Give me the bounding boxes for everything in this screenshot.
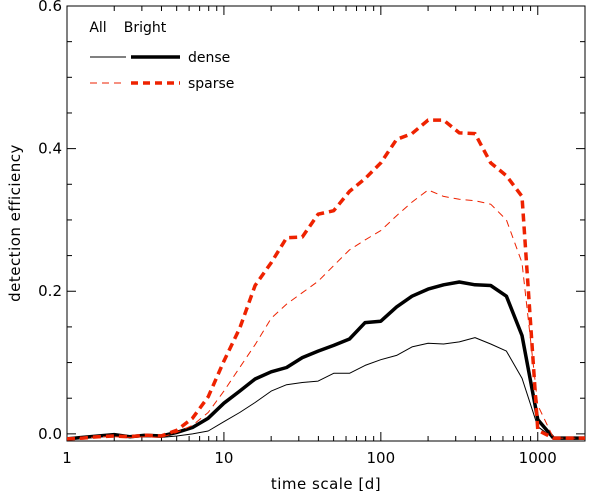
series-layer — [66, 118, 585, 441]
series-line-sparse-bright — [66, 118, 585, 441]
x-axis-label: time scale [d] — [271, 475, 381, 493]
x-tick-label: 1 — [62, 449, 72, 467]
legend-label-sparse: sparse — [188, 76, 234, 92]
legend: All Bright dense sparse — [89, 20, 234, 92]
legend-header-all: All — [89, 20, 106, 36]
x-tick-label: 1000 — [519, 449, 557, 467]
x-tick-label: 10 — [214, 449, 233, 467]
plot-frame — [66, 5, 586, 442]
series-line-dense-all — [66, 337, 585, 440]
axis-ticks: 1 10 100 1000 0.0 0.2 0.4 0.6 — [38, 0, 586, 467]
y-tick-label: 0.4 — [38, 140, 62, 158]
legend-header-bright: Bright — [124, 20, 167, 36]
series-line-sparse-all — [66, 189, 585, 440]
y-tick-label: 0.0 — [38, 425, 62, 443]
y-tick-label: 0.2 — [38, 282, 62, 300]
y-axis-label: detection efficiency — [6, 144, 24, 302]
x-tick-label: 100 — [367, 449, 396, 467]
series-line-dense-bright — [66, 280, 585, 441]
y-tick-label: 0.6 — [38, 0, 62, 15]
legend-label-dense: dense — [188, 50, 230, 66]
